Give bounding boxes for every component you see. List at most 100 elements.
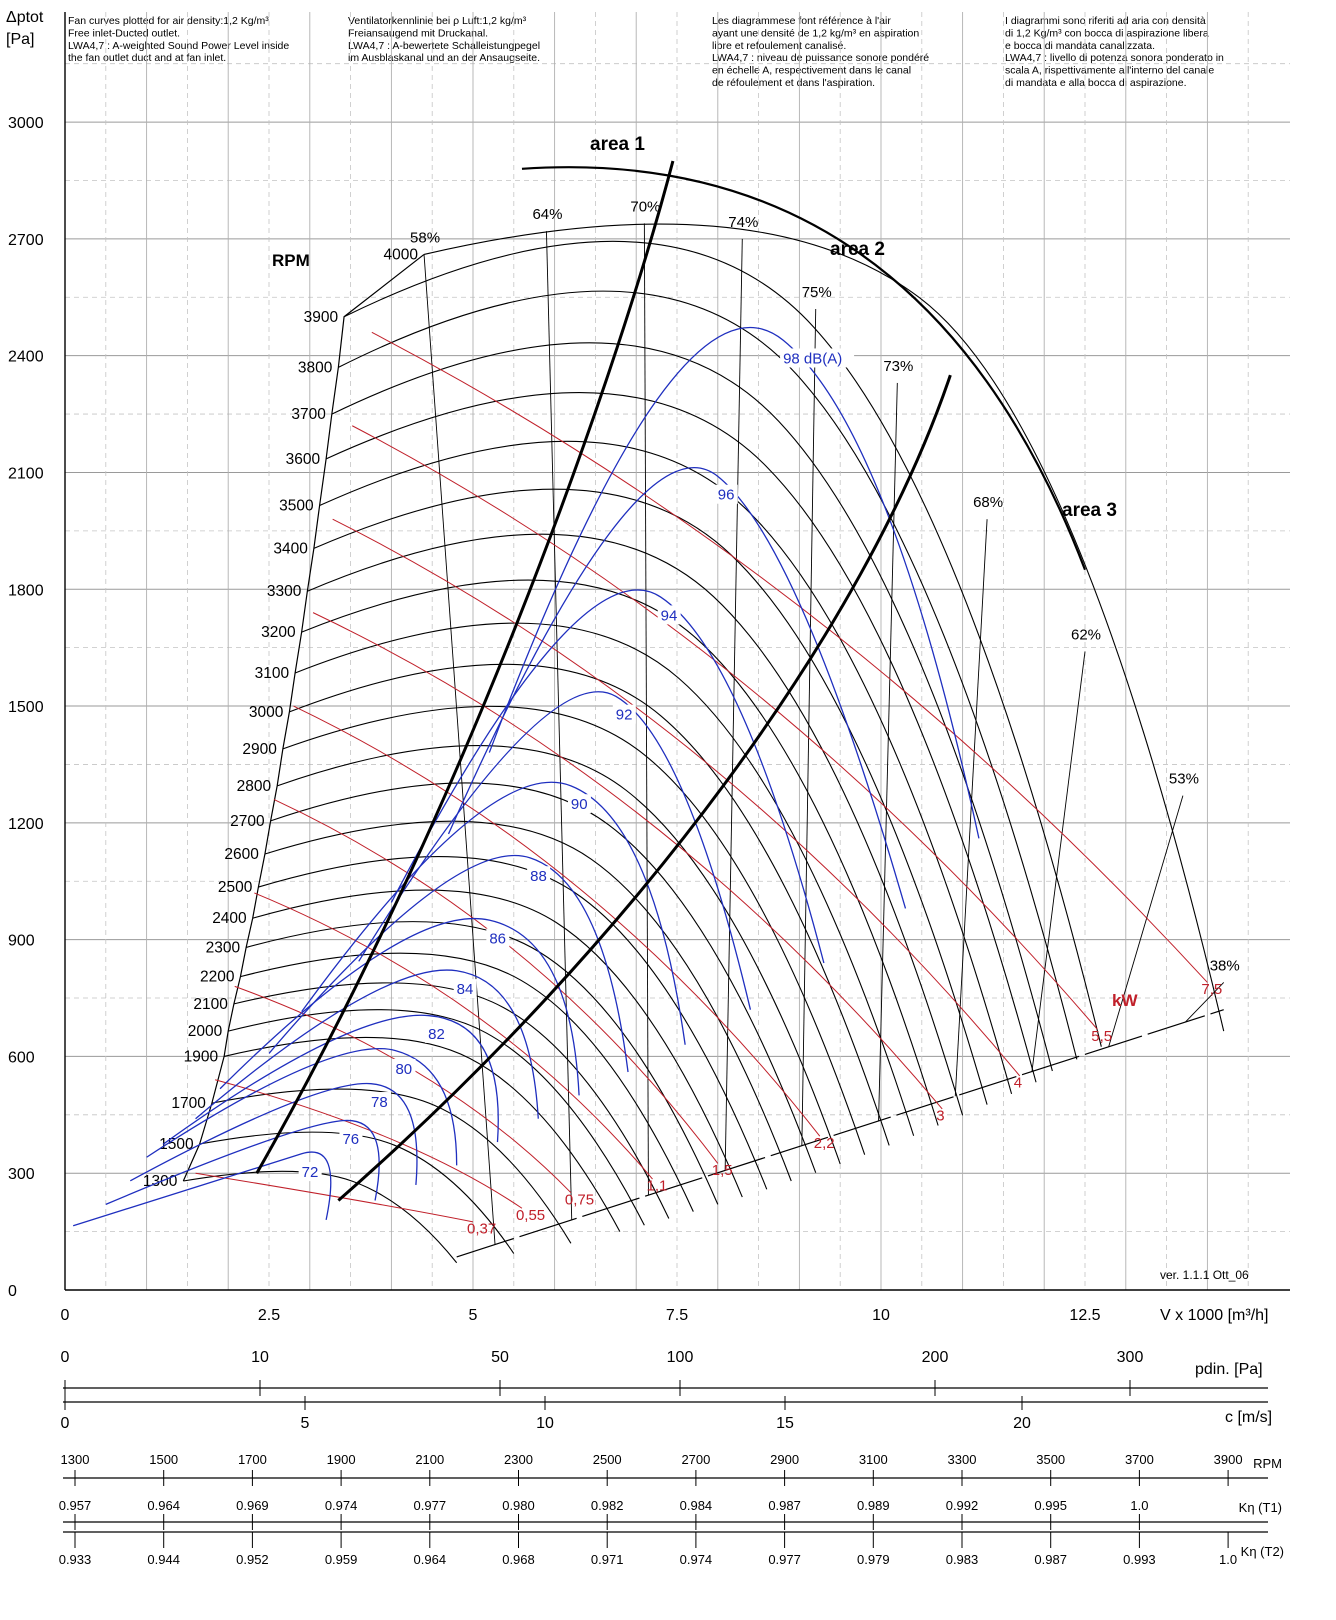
left-envelope xyxy=(182,253,425,1182)
sound-level-curve xyxy=(358,691,752,1010)
sound-level-curve xyxy=(146,1047,458,1166)
k-t1-label: 0.984 xyxy=(680,1498,713,1513)
rpm-label: 2000 xyxy=(188,1023,223,1040)
note-line: Ventilatorkennlinie bei ρ Luft:1,2 kg/m³ xyxy=(348,15,527,27)
sound-level-label: 86 xyxy=(489,931,506,948)
rpm-label: 3200 xyxy=(261,624,296,641)
k-t2-label: 0.974 xyxy=(680,1552,713,1567)
rpm-scale-label: 2700 xyxy=(681,1452,710,1467)
efficiency-label: 62% xyxy=(1071,627,1101,644)
power-curve xyxy=(273,799,719,1164)
rpm-label: 2400 xyxy=(212,910,247,927)
rpm-label: 2900 xyxy=(242,741,277,758)
x-tick-label: 12.5 xyxy=(1069,1307,1100,1324)
rpm-curve xyxy=(233,982,670,1219)
rpm-scale-label: 1300 xyxy=(61,1452,90,1467)
k-t1-label: 0.995 xyxy=(1034,1498,1067,1513)
k-t1-label: 1.0 xyxy=(1130,1498,1148,1513)
sound-label-bg xyxy=(527,866,551,886)
sound-level-label: 80 xyxy=(395,1061,412,1078)
rpm-curve xyxy=(313,488,988,1105)
k-t1-label: 0.992 xyxy=(946,1498,979,1513)
power-label: 0,37 xyxy=(467,1221,496,1238)
k-t2-label: 1.0 xyxy=(1219,1552,1237,1567)
y-tick-label: 0 xyxy=(8,1283,17,1300)
y-tick-label: 2400 xyxy=(8,349,44,366)
c-tick-label: 15 xyxy=(776,1415,794,1432)
y-axis-unit: [Pa] xyxy=(6,31,34,48)
k-t2-title: Kη (T2) xyxy=(1241,1544,1284,1559)
sound-label-bg xyxy=(567,794,591,814)
power-label: 2,2 xyxy=(814,1135,835,1152)
note-line: LWA4,7 : A-bewertete Schalleistungpegel xyxy=(348,40,540,52)
c-axis-title: c [m/s] xyxy=(1225,1409,1272,1426)
rpm-label: 3100 xyxy=(255,665,290,682)
sound-level-label: 72 xyxy=(302,1164,319,1181)
sound-level-label: 96 xyxy=(718,487,735,504)
efficiency-line xyxy=(878,382,898,1121)
rpm-scale-title: RPM xyxy=(1253,1456,1282,1471)
sound-label-bg xyxy=(425,1023,449,1043)
k-t2-label: 0.983 xyxy=(946,1552,979,1567)
power-unit-label: kW xyxy=(1112,991,1138,1010)
note-line: I diagrammi sono riferiti ad aria con de… xyxy=(1005,15,1206,27)
y-tick-label: 2700 xyxy=(8,232,44,249)
sound-label-bg xyxy=(339,1129,363,1149)
rpm-curve xyxy=(276,745,841,1165)
x-tick-label: 10 xyxy=(872,1307,890,1324)
power-curve xyxy=(293,705,821,1137)
efficiency-label: 64% xyxy=(532,206,562,223)
k-t2-label: 0.979 xyxy=(857,1552,890,1567)
rpm-label: 3600 xyxy=(286,451,321,468)
sound-level-label: 76 xyxy=(342,1131,359,1148)
power-curve xyxy=(254,892,653,1180)
c-tick-label: 10 xyxy=(536,1415,554,1432)
rpm-scale-label: 3100 xyxy=(859,1452,888,1467)
x-tick-label: 0 xyxy=(61,1307,70,1324)
rpm-label: 3500 xyxy=(279,498,314,515)
k-t2-label: 0.977 xyxy=(768,1552,801,1567)
area-boundary-2 xyxy=(337,374,952,1202)
k-t1-title: Kη (T1) xyxy=(1239,1500,1282,1515)
rpm-label: 2100 xyxy=(193,996,228,1013)
note-line: LWA4,7 : niveau de puissance sonore pond… xyxy=(712,52,929,64)
power-curve xyxy=(371,331,1208,983)
k-t2-label: 0.968 xyxy=(502,1552,535,1567)
sound-label-bg xyxy=(486,928,510,948)
rpm-label: 1700 xyxy=(171,1095,206,1112)
rpm-label: 4000 xyxy=(384,246,419,263)
c-tick-label: 0 xyxy=(61,1415,70,1432)
rpm-curve xyxy=(240,952,694,1212)
pdin-tick-label: 100 xyxy=(667,1349,694,1366)
power-curve xyxy=(215,1079,523,1209)
rpm-label: 3400 xyxy=(273,540,308,557)
efficiency-line xyxy=(724,238,743,1171)
y-tick-label: 1800 xyxy=(8,582,44,599)
sound-label-bg xyxy=(612,704,636,724)
x-tick-label: 5 xyxy=(469,1307,478,1324)
k-t1-label: 0.982 xyxy=(591,1498,624,1513)
k-t2-label: 0.964 xyxy=(414,1552,447,1567)
sound-level-label: 92 xyxy=(616,707,633,724)
power-label: 1,5 xyxy=(712,1162,733,1179)
version-label: ver. 1.1.1 Ott_06 xyxy=(1160,1268,1249,1282)
note-line: di 1,2 Kg/m³ con bocca di aspirazione li… xyxy=(1005,27,1209,39)
rpm-label: 2500 xyxy=(218,879,253,896)
k-t2-label: 0.971 xyxy=(591,1552,624,1567)
sound-label-bg xyxy=(298,1162,322,1182)
k-t2-label: 0.987 xyxy=(1034,1552,1067,1567)
sound-level-curve xyxy=(162,1014,499,1145)
rpm-curve xyxy=(307,533,964,1116)
rpm-curve xyxy=(270,782,817,1173)
efficiency-label: 70% xyxy=(630,198,660,215)
sound-level-curve xyxy=(105,1119,380,1205)
rpm-label: 3300 xyxy=(267,583,302,600)
efficiency-line xyxy=(545,231,573,1220)
y-tick-label: 1200 xyxy=(8,816,44,833)
x-axis-title: V x 1000 [m³/h] xyxy=(1160,1307,1269,1324)
k-t2-label: 0.933 xyxy=(59,1552,92,1567)
note-line: e bocca di mandata canalizzata. xyxy=(1005,40,1155,52)
note-line: im Ausblaskanal und an der Ansaugseite. xyxy=(348,52,540,64)
y-tick-label: 2100 xyxy=(8,465,44,482)
y-tick-label: 3000 xyxy=(8,115,44,132)
